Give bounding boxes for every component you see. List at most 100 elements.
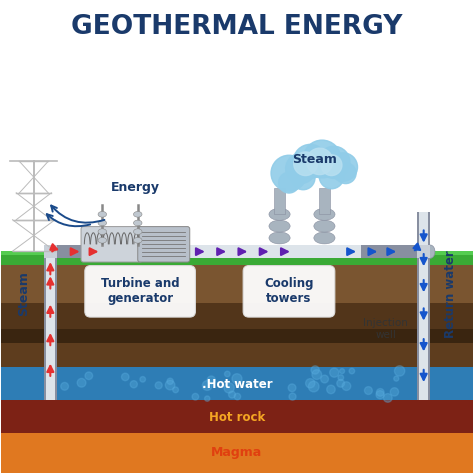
Bar bbox=[274, 188, 285, 214]
Circle shape bbox=[330, 368, 339, 377]
Circle shape bbox=[140, 376, 146, 382]
FancyBboxPatch shape bbox=[81, 227, 143, 262]
Bar bbox=[44, 245, 57, 400]
Bar bbox=[0, 400, 474, 433]
Ellipse shape bbox=[134, 220, 142, 226]
Ellipse shape bbox=[269, 209, 290, 220]
FancyBboxPatch shape bbox=[243, 265, 335, 317]
Circle shape bbox=[365, 387, 372, 394]
Circle shape bbox=[77, 378, 86, 387]
Circle shape bbox=[329, 153, 357, 181]
Ellipse shape bbox=[426, 245, 435, 258]
Ellipse shape bbox=[98, 229, 107, 235]
Bar bbox=[44, 245, 46, 400]
Bar bbox=[319, 188, 330, 214]
Circle shape bbox=[383, 393, 392, 402]
Circle shape bbox=[167, 378, 173, 384]
Ellipse shape bbox=[314, 209, 335, 220]
Circle shape bbox=[202, 381, 212, 391]
Ellipse shape bbox=[269, 220, 290, 232]
Bar bbox=[0, 367, 474, 400]
Circle shape bbox=[339, 369, 345, 374]
Circle shape bbox=[294, 152, 318, 175]
Circle shape bbox=[321, 375, 328, 383]
Ellipse shape bbox=[269, 232, 290, 244]
Text: Cooling
towers: Cooling towers bbox=[264, 277, 314, 305]
Ellipse shape bbox=[134, 211, 142, 217]
Text: Steam: Steam bbox=[292, 153, 337, 165]
Circle shape bbox=[279, 172, 300, 193]
Bar bbox=[361, 245, 430, 258]
Bar bbox=[0, 329, 474, 343]
Circle shape bbox=[312, 370, 322, 380]
Ellipse shape bbox=[98, 220, 107, 226]
Bar bbox=[55, 245, 57, 400]
Circle shape bbox=[338, 375, 344, 381]
Circle shape bbox=[311, 366, 319, 374]
Circle shape bbox=[376, 389, 384, 396]
Bar bbox=[0, 343, 474, 367]
Circle shape bbox=[293, 145, 327, 178]
Bar bbox=[417, 212, 430, 400]
Circle shape bbox=[228, 391, 236, 398]
Circle shape bbox=[390, 388, 399, 396]
Bar bbox=[0, 251, 474, 255]
Bar bbox=[44, 245, 113, 258]
FancyBboxPatch shape bbox=[138, 227, 190, 262]
Circle shape bbox=[337, 380, 345, 387]
Circle shape bbox=[319, 164, 344, 189]
Bar bbox=[417, 245, 430, 258]
Circle shape bbox=[342, 382, 351, 391]
Circle shape bbox=[321, 155, 342, 175]
Bar bbox=[0, 433, 474, 474]
Text: Return water: Return water bbox=[444, 250, 457, 337]
Circle shape bbox=[289, 393, 296, 400]
Ellipse shape bbox=[134, 237, 142, 243]
Circle shape bbox=[335, 163, 356, 183]
Bar bbox=[46, 245, 55, 400]
FancyBboxPatch shape bbox=[85, 265, 195, 317]
Circle shape bbox=[165, 380, 175, 390]
Bar bbox=[0, 303, 474, 329]
Bar bbox=[44, 245, 430, 258]
Circle shape bbox=[309, 381, 319, 392]
Bar bbox=[0, 251, 474, 265]
Circle shape bbox=[376, 391, 384, 399]
Ellipse shape bbox=[98, 237, 107, 243]
Circle shape bbox=[307, 148, 333, 174]
Text: GEOTHERMAL ENERGY: GEOTHERMAL ENERGY bbox=[71, 14, 403, 40]
Circle shape bbox=[318, 146, 350, 178]
Circle shape bbox=[327, 385, 335, 394]
Circle shape bbox=[303, 140, 341, 178]
Circle shape bbox=[288, 384, 296, 392]
Circle shape bbox=[232, 374, 242, 384]
Circle shape bbox=[85, 372, 92, 380]
Bar bbox=[113, 245, 361, 258]
Circle shape bbox=[271, 155, 307, 191]
Circle shape bbox=[394, 366, 405, 376]
Text: Energy: Energy bbox=[111, 181, 160, 194]
Text: Injection
well: Injection well bbox=[364, 319, 408, 340]
Text: Magma: Magma bbox=[211, 447, 263, 459]
Ellipse shape bbox=[98, 211, 107, 217]
Circle shape bbox=[155, 382, 162, 389]
Circle shape bbox=[394, 376, 399, 381]
Text: Hot rock: Hot rock bbox=[209, 411, 265, 424]
Text: .Hot water: .Hot water bbox=[202, 378, 272, 391]
Circle shape bbox=[286, 154, 316, 183]
Circle shape bbox=[292, 166, 315, 190]
Text: Turbine and
generator: Turbine and generator bbox=[101, 277, 180, 305]
Circle shape bbox=[61, 383, 69, 390]
Circle shape bbox=[207, 376, 215, 384]
Bar bbox=[0, 265, 474, 303]
Bar bbox=[419, 212, 428, 400]
Circle shape bbox=[205, 396, 210, 401]
Ellipse shape bbox=[314, 220, 335, 232]
Text: Steam: Steam bbox=[17, 271, 30, 316]
Circle shape bbox=[225, 371, 230, 377]
Circle shape bbox=[173, 387, 179, 393]
Circle shape bbox=[121, 373, 129, 381]
Circle shape bbox=[192, 393, 199, 400]
Ellipse shape bbox=[134, 229, 142, 235]
Bar bbox=[428, 212, 430, 400]
